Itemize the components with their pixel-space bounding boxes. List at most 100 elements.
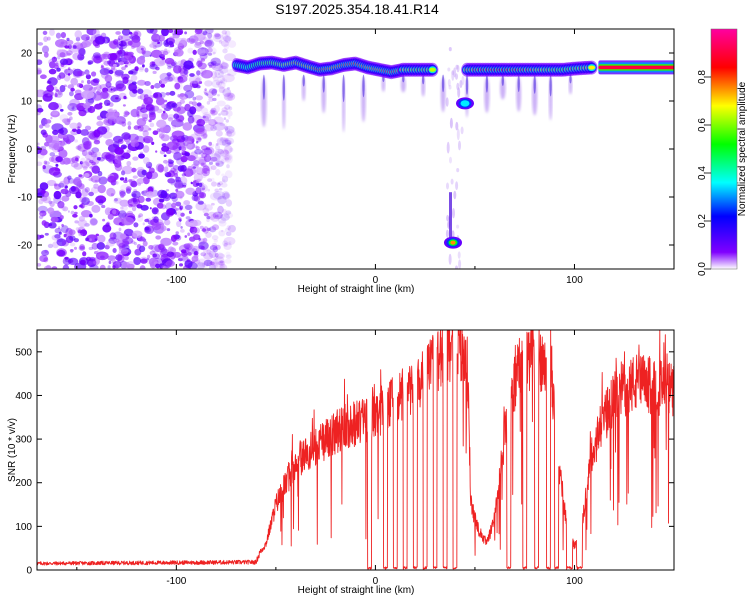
noise-blob	[197, 62, 207, 70]
noise-blob	[88, 191, 94, 197]
noise-blob	[146, 171, 153, 180]
noise-blob	[150, 85, 155, 89]
y-tick-label: 20	[21, 49, 33, 60]
noise-blob	[206, 248, 211, 252]
noise-blob	[211, 202, 215, 206]
noise-blob	[149, 122, 155, 128]
noise-blob	[90, 186, 99, 194]
noise-blob	[221, 229, 224, 233]
noise-blob	[217, 217, 227, 224]
noise-blob	[94, 238, 98, 241]
gap-streak	[449, 117, 453, 129]
noise-blob	[185, 244, 195, 253]
noise-blob	[224, 125, 235, 134]
noise-blob	[81, 40, 92, 48]
noise-blob	[42, 30, 48, 35]
noise-blob	[198, 151, 205, 156]
noise-blob	[58, 226, 61, 230]
noise-blob	[46, 36, 51, 41]
noise-blob	[104, 244, 110, 250]
noise-blob	[78, 204, 82, 208]
noise-blob	[119, 177, 125, 181]
noise-blob	[219, 80, 224, 83]
noise-blob	[199, 40, 205, 45]
noise-blob	[152, 253, 158, 258]
noise-blob	[148, 127, 152, 131]
noise-blob	[91, 147, 100, 153]
noise-blob	[183, 200, 191, 206]
noise-blob	[210, 143, 215, 148]
gap-streak	[458, 140, 461, 151]
noise-blob	[101, 125, 110, 133]
noise-blob	[55, 163, 59, 167]
noise-blob	[188, 101, 193, 105]
noise-blob	[118, 227, 122, 232]
noise-blob	[95, 251, 109, 261]
noise-blob	[124, 177, 128, 181]
x-tick-label: -100	[166, 576, 186, 587]
noise-blob	[42, 45, 49, 54]
noise-blob	[168, 40, 174, 46]
noise-blob	[39, 124, 44, 129]
noise-blob	[69, 249, 74, 252]
noise-blob	[181, 202, 192, 211]
noise-blob	[40, 129, 47, 136]
noise-blob	[226, 164, 230, 169]
noise-blob	[127, 51, 134, 56]
noise-blob	[201, 69, 213, 79]
noise-blob	[189, 236, 196, 242]
noise-blob	[191, 194, 199, 201]
noise-blob	[180, 229, 185, 233]
noise-blob	[140, 204, 149, 211]
steady-tone-band	[598, 65, 674, 70]
noise-blob	[176, 207, 180, 211]
noise-blob	[51, 266, 58, 269]
noise-blob	[123, 228, 134, 237]
noise-blob	[42, 165, 46, 170]
noise-blob	[100, 64, 104, 68]
noise-blob	[153, 92, 159, 98]
noise-blob	[97, 170, 103, 177]
noise-blob	[180, 146, 187, 152]
noise-blob	[142, 64, 145, 68]
noise-blob	[127, 198, 141, 207]
noise-blob	[66, 58, 73, 66]
noise-blob	[226, 73, 231, 76]
snr-frame	[36, 329, 675, 571]
noise-blob	[171, 196, 178, 202]
noise-blob	[52, 129, 59, 135]
gap-streak	[450, 178, 454, 185]
noise-blob	[187, 232, 191, 237]
noise-blob	[225, 231, 232, 236]
noise-blob	[185, 140, 193, 150]
noise-blob	[183, 252, 188, 256]
noise-blob	[149, 250, 156, 256]
noise-blob	[82, 84, 94, 92]
noise-blob	[225, 110, 233, 117]
noise-blob	[69, 91, 74, 97]
noise-blob	[160, 134, 170, 142]
noise-blob	[215, 169, 221, 176]
noise-blob	[88, 246, 94, 251]
noise-blob	[207, 32, 213, 39]
noise-blob	[214, 256, 225, 265]
noise-blob	[152, 130, 159, 135]
noise-blob	[98, 176, 108, 185]
noise-blob	[90, 163, 99, 172]
noise-blob	[86, 234, 98, 243]
noise-blob	[178, 217, 182, 221]
noise-blob	[204, 88, 207, 91]
noise-blob	[193, 32, 206, 41]
noise-blob	[163, 154, 167, 157]
noise-blob	[96, 242, 106, 250]
x-tick-label: -100	[166, 275, 186, 286]
noise-blob	[48, 102, 59, 111]
noise-blob	[60, 108, 64, 112]
noise-blob	[202, 248, 208, 253]
noise-blob	[143, 136, 154, 144]
noise-blob	[130, 32, 134, 36]
noise-blob	[223, 236, 236, 246]
noise-blob	[200, 252, 207, 257]
noise-blob	[177, 76, 182, 81]
